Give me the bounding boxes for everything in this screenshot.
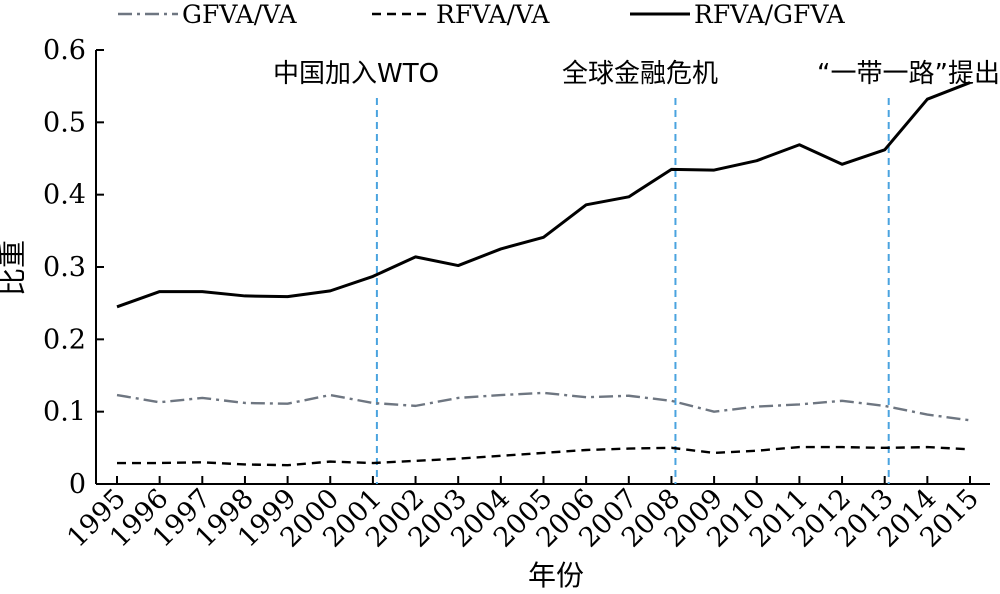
- series-line: [116, 81, 971, 309]
- event-annotation: 全球金融危机: [562, 59, 718, 89]
- series-line: [116, 391, 971, 422]
- event-annotation: “一带一路”提出: [817, 59, 1000, 89]
- y-tick-label: 0.6: [43, 35, 86, 66]
- legend-label: RFVA/GFVA: [694, 0, 846, 29]
- series-line: [117, 445, 971, 467]
- y-tick-label: 0.2: [43, 324, 86, 355]
- y-tick-label: 0.3: [43, 252, 86, 283]
- event-annotations: 中国加入WTO 全球金融危机 “一带一路”提出: [273, 59, 1000, 89]
- event-annotation: 中国加入WTO: [273, 59, 439, 89]
- y-tick-label: 0.4: [43, 180, 86, 211]
- event-lines: [375, 98, 890, 484]
- x-axis-title: 年份: [528, 559, 584, 592]
- legend-label: GFVA/VA: [182, 0, 298, 29]
- y-tick-label: 0: [69, 469, 86, 500]
- legend-label: RFVA/VA: [436, 0, 550, 29]
- y-axis-title: 比重: [0, 240, 29, 296]
- series-lines: [116, 81, 971, 467]
- y-tick-label: 0.5: [43, 107, 86, 138]
- axes: 00.10.20.30.40.50.6199519961997199819992…: [43, 35, 990, 554]
- legend: GFVA/VA RFVA/VA RFVA/GFVA: [118, 0, 846, 29]
- y-tick-label: 0.1: [43, 397, 86, 428]
